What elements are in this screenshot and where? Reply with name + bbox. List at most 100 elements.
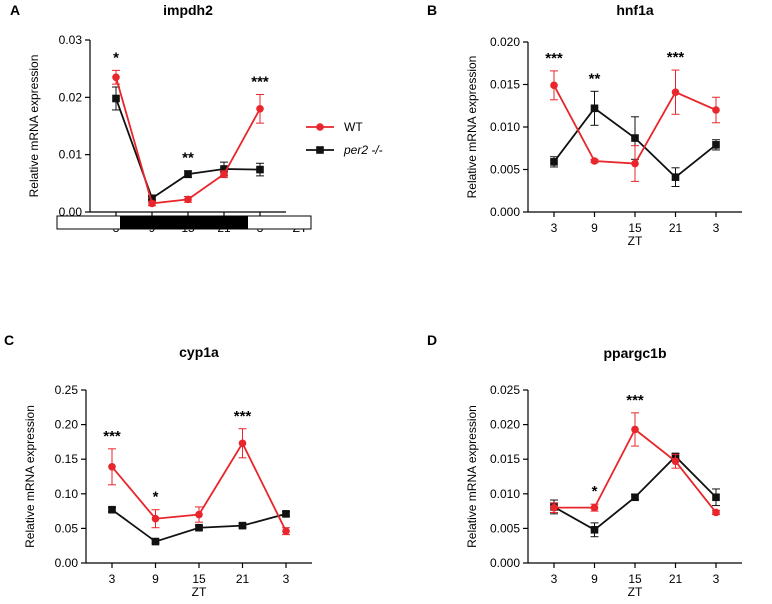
- light-dark-bar-dark: [120, 215, 248, 230]
- panel-letter: B: [427, 2, 437, 18]
- data-point-per2: [590, 104, 599, 113]
- x-tick-label: 21: [236, 572, 250, 586]
- data-point-wt: [220, 170, 228, 178]
- series-per2: [550, 452, 720, 538]
- x-tick-label: 3: [283, 572, 290, 586]
- y-tick-label: 0.05: [55, 521, 79, 535]
- x-tick-label: 3: [551, 221, 558, 235]
- significance-marker: ***: [626, 392, 644, 409]
- legend-label: per2 -/-: [343, 143, 383, 157]
- data-point-wt: [108, 463, 116, 471]
- y-axis-label: Relative mRNA expression: [465, 405, 479, 548]
- y-axis-label: Relative mRNA expression: [465, 56, 479, 199]
- significance-marker: *: [153, 489, 159, 506]
- data-point-per2: [112, 94, 120, 103]
- data-point-wt: [712, 106, 720, 114]
- data-point-per2: [550, 158, 558, 166]
- chart-title: hnf1a: [616, 2, 654, 18]
- data-point-per2: [590, 525, 599, 534]
- data-point-per2: [256, 165, 264, 174]
- data-point-wt: [590, 503, 599, 512]
- data-point-wt: [671, 457, 680, 466]
- data-point-wt: [550, 81, 558, 90]
- series-wt: [112, 69, 264, 208]
- data-point-per2: [151, 537, 160, 546]
- data-point-wt: [282, 527, 290, 535]
- data-point-wt: [550, 503, 558, 512]
- y-tick-label: 0.015: [490, 452, 520, 466]
- significance-marker: *: [592, 483, 598, 500]
- x-tick-label: 3: [713, 572, 720, 586]
- series-per2: [108, 505, 290, 546]
- y-tick-label: 0.010: [490, 120, 520, 134]
- light-dark-bar-light: [56, 215, 121, 230]
- significance-marker: *: [113, 49, 119, 66]
- data-point-wt: [590, 157, 599, 165]
- data-point-per2: [712, 493, 720, 502]
- series-line: [115, 77, 261, 205]
- data-point-per2: [712, 141, 720, 149]
- significance-marker: ***: [667, 49, 685, 66]
- y-tick-label: 0.00: [55, 556, 79, 570]
- y-tick-label: 0.10: [55, 487, 79, 501]
- y-tick-label: 0.20: [55, 418, 79, 432]
- y-tick-label: 0.020: [490, 418, 520, 432]
- x-tick-label: 21: [669, 572, 683, 586]
- x-tick-label: 3: [713, 221, 720, 235]
- y-tick-label: 0.01: [59, 148, 83, 162]
- data-point-per2: [195, 523, 203, 532]
- x-tick-label: 3: [551, 572, 558, 586]
- y-axis-label: Relative mRNA expression: [23, 405, 37, 548]
- data-point-per2: [282, 510, 290, 518]
- x-axis-label: ZT: [192, 585, 207, 599]
- x-tick-label: 15: [628, 221, 642, 235]
- data-point-wt: [631, 159, 639, 168]
- x-tick-label: 9: [591, 572, 598, 586]
- y-tick-label: 0.005: [490, 163, 520, 177]
- data-point-wt: [671, 88, 680, 96]
- x-tick-label: 15: [192, 572, 206, 586]
- data-point-per2: [238, 521, 247, 530]
- y-tick-label: 0.025: [490, 383, 520, 397]
- series-wt: [550, 412, 720, 517]
- significance-marker: **: [182, 150, 194, 167]
- series-per2: [550, 90, 720, 187]
- legend-label: WT: [344, 120, 363, 134]
- y-axis-label: Relative mRNA expression: [27, 55, 41, 198]
- y-tick-label: 0.15: [55, 452, 79, 466]
- significance-marker: ***: [251, 73, 269, 90]
- panel-letter: C: [4, 332, 14, 348]
- legend-marker-wt: [316, 123, 324, 131]
- y-tick-label: 0.000: [490, 556, 520, 570]
- chart-title: cyp1a: [179, 344, 219, 360]
- x-tick-label: 21: [669, 221, 683, 235]
- data-point-per2: [108, 505, 116, 514]
- data-point-wt: [151, 514, 160, 523]
- legend-marker-per2: [316, 146, 324, 154]
- chart-title: ppargc1b: [603, 345, 666, 361]
- data-point-per2: [631, 493, 639, 502]
- data-point-per2: [148, 194, 156, 203]
- data-point-wt: [148, 199, 156, 208]
- data-point-wt: [112, 73, 120, 82]
- significance-marker: **: [589, 70, 601, 87]
- significance-marker: ***: [103, 428, 121, 445]
- y-tick-label: 0.02: [59, 90, 83, 104]
- series-wt: [108, 428, 290, 536]
- panel-letter: A: [10, 2, 20, 18]
- x-tick-label: 3: [109, 572, 116, 586]
- x-axis-label: ZT: [628, 234, 643, 248]
- data-point-per2: [631, 134, 639, 142]
- data-point-wt: [712, 508, 720, 517]
- y-tick-label: 0.005: [490, 521, 520, 535]
- y-tick-label: 0.015: [490, 78, 520, 92]
- x-tick-label: 15: [628, 572, 642, 586]
- x-tick-label: 9: [591, 221, 598, 235]
- y-tick-label: 0.03: [59, 33, 83, 47]
- significance-marker: ***: [545, 50, 563, 67]
